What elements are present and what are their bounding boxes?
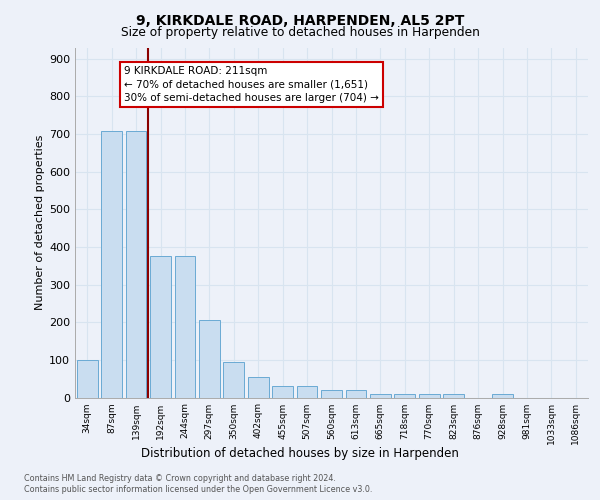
Bar <box>150 256 171 398</box>
Bar <box>394 394 415 398</box>
Bar <box>443 394 464 398</box>
Bar <box>272 386 293 398</box>
Bar <box>346 390 367 398</box>
Bar <box>175 256 196 398</box>
Bar <box>492 394 513 398</box>
Bar <box>101 132 122 398</box>
Text: Distribution of detached houses by size in Harpenden: Distribution of detached houses by size … <box>141 446 459 460</box>
Text: Size of property relative to detached houses in Harpenden: Size of property relative to detached ho… <box>121 26 479 39</box>
Bar <box>77 360 98 398</box>
Text: Contains HM Land Registry data © Crown copyright and database right 2024.: Contains HM Land Registry data © Crown c… <box>24 474 336 483</box>
Text: Contains public sector information licensed under the Open Government Licence v3: Contains public sector information licen… <box>24 485 373 494</box>
Bar <box>248 377 269 398</box>
Y-axis label: Number of detached properties: Number of detached properties <box>35 135 45 310</box>
Bar <box>321 390 342 398</box>
Text: 9, KIRKDALE ROAD, HARPENDEN, AL5 2PT: 9, KIRKDALE ROAD, HARPENDEN, AL5 2PT <box>136 14 464 28</box>
Bar <box>296 386 317 398</box>
Bar <box>199 320 220 398</box>
Bar <box>223 362 244 398</box>
Text: 9 KIRKDALE ROAD: 211sqm
← 70% of detached houses are smaller (1,651)
30% of semi: 9 KIRKDALE ROAD: 211sqm ← 70% of detache… <box>124 66 379 102</box>
Bar <box>125 132 146 398</box>
Bar <box>370 394 391 398</box>
Bar <box>419 394 440 398</box>
